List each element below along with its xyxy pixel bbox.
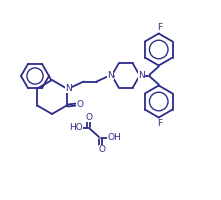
Text: HO: HO bbox=[69, 122, 83, 132]
Text: O: O bbox=[76, 100, 83, 109]
Text: OH: OH bbox=[107, 134, 121, 142]
Text: N: N bbox=[65, 84, 72, 93]
Text: O: O bbox=[99, 144, 105, 154]
Text: N: N bbox=[138, 71, 145, 80]
Text: O: O bbox=[86, 112, 93, 121]
Text: F: F bbox=[157, 119, 162, 128]
Text: N: N bbox=[107, 71, 114, 80]
Text: F: F bbox=[157, 23, 162, 32]
